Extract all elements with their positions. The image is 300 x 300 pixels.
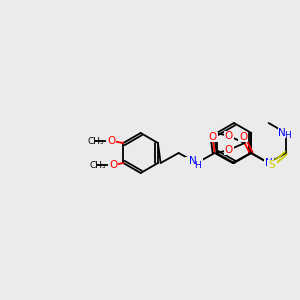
FancyBboxPatch shape (208, 132, 218, 142)
FancyBboxPatch shape (224, 131, 234, 141)
Text: O: O (208, 132, 217, 142)
Text: O: O (107, 136, 116, 146)
Text: N: N (189, 156, 196, 166)
Text: N: N (265, 158, 272, 168)
FancyBboxPatch shape (224, 145, 234, 155)
FancyBboxPatch shape (106, 136, 116, 146)
Text: H: H (285, 130, 291, 140)
Text: S: S (268, 160, 275, 170)
Text: O: O (225, 145, 233, 155)
FancyBboxPatch shape (264, 158, 274, 168)
Text: O: O (225, 131, 233, 141)
FancyBboxPatch shape (238, 132, 248, 142)
Text: N: N (278, 128, 286, 138)
Text: O: O (239, 132, 248, 142)
FancyBboxPatch shape (184, 157, 202, 167)
FancyBboxPatch shape (108, 160, 118, 170)
Text: CH₃: CH₃ (89, 160, 106, 169)
Text: CH₃: CH₃ (87, 136, 104, 146)
FancyBboxPatch shape (278, 127, 294, 137)
FancyBboxPatch shape (267, 160, 277, 170)
Text: O: O (109, 160, 117, 170)
Text: H: H (194, 161, 201, 170)
